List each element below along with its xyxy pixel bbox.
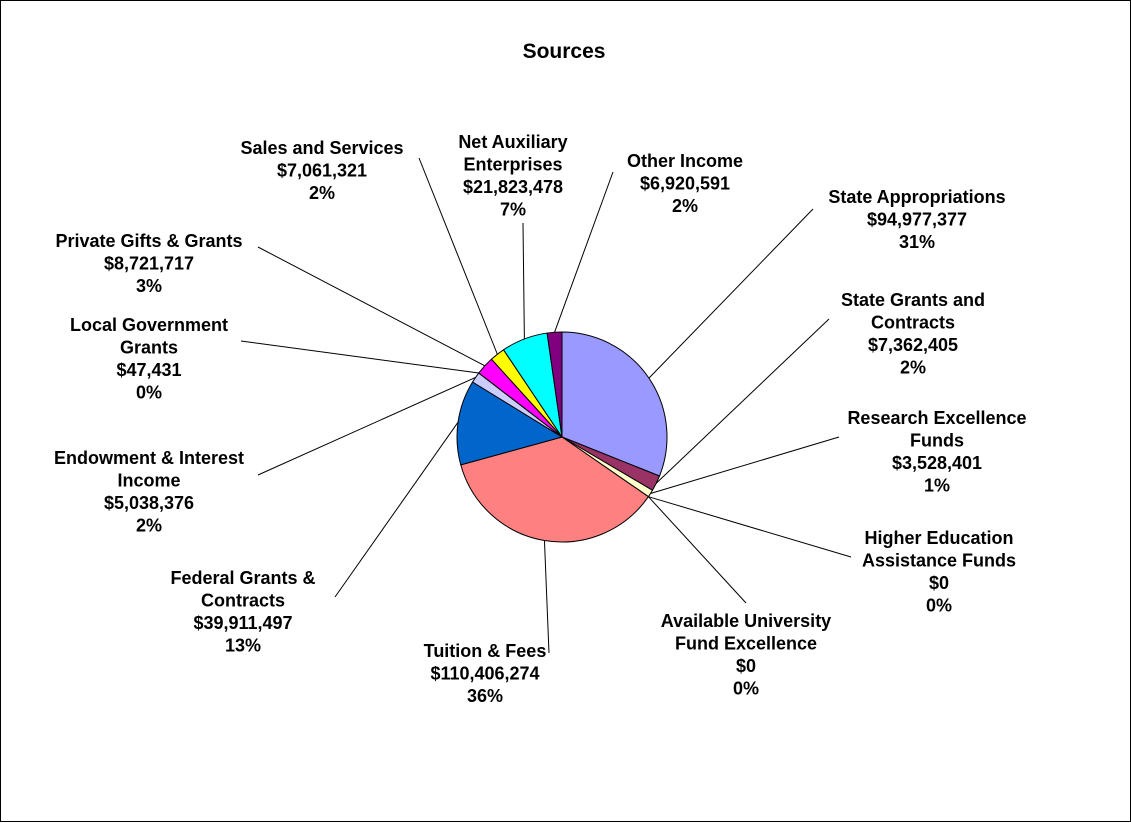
slice-percent: 13% — [225, 636, 261, 656]
slice-name-line: Other Income — [627, 151, 743, 171]
pie-slice — [456, 381, 564, 466]
chart-title: Sources — [523, 40, 606, 63]
slice-label: Available University Fund Excellence $0 0% — [661, 611, 831, 699]
slice-label: Federal Grants & Contracts $39,911,497 13% — [170, 568, 315, 656]
slice-name-line: Endowment & Interest — [54, 448, 244, 468]
slice-label: Research Excellence Funds $3,528,401 1% — [847, 408, 1026, 496]
slice-percent: 0% — [733, 679, 759, 699]
slice-percent: 0% — [136, 383, 162, 403]
slice-label: Private Gifts & Grants $8,721,717 3% — [55, 231, 242, 296]
slice-percent: 2% — [136, 516, 162, 536]
slice-name-line: Local Government — [70, 315, 228, 335]
slice-amount: $7,061,321 — [277, 161, 367, 181]
leader-line — [257, 246, 486, 367]
slice-percent: 2% — [900, 358, 926, 378]
slice-label: State Grants and Contracts $7,362,405 2% — [841, 290, 985, 378]
slice-name-line: Contracts — [201, 591, 285, 611]
slice-label: Tuition & Fees $110,406,274 36% — [424, 641, 547, 706]
slice-name-line: Assistance Funds — [862, 551, 1016, 571]
slice-label: State Appropriations $94,977,377 31% — [828, 187, 1005, 252]
slice-label: Local Government Grants $47,431 0% — [70, 315, 228, 403]
slice-amount: $6,920,591 — [640, 174, 730, 194]
slice-name-line: Research Excellence — [847, 408, 1026, 428]
slice-name-line: State Appropriations — [828, 187, 1005, 207]
slice-amount: $5,038,376 — [104, 493, 194, 513]
slice-amount: $94,977,377 — [867, 210, 967, 230]
slice-amount: $8,721,717 — [104, 254, 194, 274]
slice-name-line: Federal Grants & — [170, 568, 315, 588]
leader-line — [554, 171, 614, 333]
slice-name-line: Net Auxiliary — [458, 132, 567, 152]
slice-label: Other Income $6,920,591 2% — [627, 151, 743, 216]
slice-amount: $47,431 — [116, 360, 181, 380]
slice-percent: 7% — [500, 200, 526, 220]
slice-percent: 0% — [926, 596, 952, 616]
slice-name-line: State Grants and — [841, 290, 985, 310]
slice-percent: 1% — [924, 476, 950, 496]
leader-line — [650, 436, 840, 494]
leader-line — [522, 222, 525, 339]
leader-line — [543, 540, 550, 654]
slice-label: Sales and Services $7,061,321 2% — [240, 138, 403, 203]
slice-percent: 2% — [672, 196, 698, 216]
slice-amount: $110,406,274 — [430, 664, 539, 684]
slice-percent: 2% — [309, 183, 335, 203]
slice-percent: 36% — [467, 686, 503, 706]
slice-amount: $0 — [736, 656, 756, 676]
slice-name-line: Grants — [120, 338, 178, 358]
slice-name-line: Sales and Services — [240, 138, 403, 158]
slice-label: Net Auxiliary Enterprises $21,823,478 7% — [458, 132, 567, 220]
leader-line — [257, 376, 476, 476]
slice-amount: $21,823,478 — [463, 177, 563, 197]
slice-name-line: Funds — [910, 431, 964, 451]
pie-slice — [561, 331, 668, 477]
slice-labels: State Appropriations $94,977,377 31%State … — [54, 132, 1027, 706]
slice-name-line: Private Gifts & Grants — [55, 231, 242, 251]
slice-name-line: Contracts — [871, 313, 955, 333]
slice-amount: $7,362,405 — [868, 335, 958, 355]
leader-line — [334, 421, 459, 598]
leader-lines — [240, 157, 852, 654]
slice-name-line: Enterprises — [463, 155, 562, 175]
slice-label: Endowment & Interest Income $5,038,376 2% — [54, 448, 244, 536]
leader-line — [648, 208, 814, 379]
slice-amount: $0 — [929, 573, 949, 593]
slice-name-line: Fund Excellence — [675, 634, 817, 654]
pie-slices — [456, 331, 668, 543]
leader-line — [648, 496, 747, 604]
leader-line — [655, 318, 830, 484]
leader-line — [648, 496, 852, 558]
slice-label: Higher Education Assistance Funds $0 0% — [862, 528, 1016, 616]
slice-percent: 3% — [136, 276, 162, 296]
leader-line — [240, 340, 479, 374]
leader-line — [418, 157, 498, 355]
slice-name-line: Available University — [661, 611, 831, 631]
slice-name-line: Higher Education — [864, 528, 1013, 548]
slice-amount: $3,528,401 — [892, 453, 982, 473]
slice-amount: $39,911,497 — [193, 613, 292, 633]
slice-percent: 31% — [899, 232, 935, 252]
slice-name-line: Income — [117, 471, 180, 491]
slice-name-line: Tuition & Fees — [424, 641, 547, 661]
